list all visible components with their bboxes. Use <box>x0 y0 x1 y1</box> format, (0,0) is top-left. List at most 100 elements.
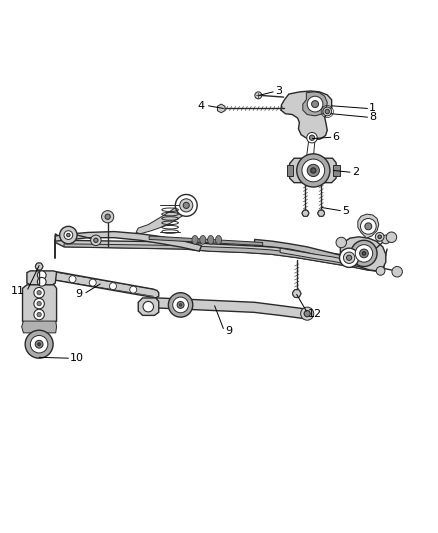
Circle shape <box>302 159 325 182</box>
Polygon shape <box>217 104 225 113</box>
Circle shape <box>37 290 41 295</box>
Circle shape <box>105 214 110 220</box>
Text: 11: 11 <box>11 286 25 296</box>
Polygon shape <box>254 239 377 268</box>
Polygon shape <box>303 92 327 116</box>
Circle shape <box>173 297 188 313</box>
Polygon shape <box>136 203 189 234</box>
Polygon shape <box>149 236 263 246</box>
Circle shape <box>355 245 373 262</box>
Circle shape <box>179 304 182 306</box>
Text: 3: 3 <box>275 86 282 96</box>
Circle shape <box>297 154 330 187</box>
Ellipse shape <box>215 236 222 244</box>
Circle shape <box>180 199 193 212</box>
Circle shape <box>311 168 316 173</box>
Circle shape <box>175 195 197 216</box>
Circle shape <box>67 233 70 237</box>
Polygon shape <box>35 263 43 270</box>
Circle shape <box>30 335 48 353</box>
Circle shape <box>37 277 46 286</box>
Circle shape <box>35 340 43 348</box>
Circle shape <box>346 255 352 261</box>
Bar <box>287 165 293 176</box>
Polygon shape <box>48 272 159 298</box>
Circle shape <box>309 135 314 140</box>
Polygon shape <box>152 298 311 319</box>
Circle shape <box>168 293 193 317</box>
Ellipse shape <box>192 236 198 244</box>
Circle shape <box>37 271 46 280</box>
Circle shape <box>94 238 98 243</box>
Polygon shape <box>292 290 301 297</box>
Circle shape <box>34 298 44 309</box>
Circle shape <box>143 302 153 312</box>
Circle shape <box>381 235 390 244</box>
Circle shape <box>375 232 384 241</box>
Ellipse shape <box>200 236 206 244</box>
Circle shape <box>37 312 41 317</box>
Circle shape <box>311 101 318 108</box>
Text: 10: 10 <box>70 353 84 363</box>
Circle shape <box>323 107 332 116</box>
Circle shape <box>34 309 44 320</box>
Polygon shape <box>138 298 159 316</box>
Circle shape <box>183 203 189 208</box>
Circle shape <box>255 92 262 99</box>
Text: 9: 9 <box>76 288 83 298</box>
Circle shape <box>38 343 40 345</box>
Polygon shape <box>340 237 386 271</box>
Text: 2: 2 <box>352 167 359 177</box>
Circle shape <box>177 302 184 309</box>
Polygon shape <box>22 285 57 326</box>
Circle shape <box>325 109 329 114</box>
Text: 8: 8 <box>369 112 376 122</box>
Polygon shape <box>21 321 57 333</box>
Circle shape <box>307 96 323 112</box>
Polygon shape <box>358 214 379 238</box>
Polygon shape <box>55 234 384 272</box>
Polygon shape <box>55 231 201 251</box>
Polygon shape <box>281 91 332 140</box>
Polygon shape <box>318 210 325 216</box>
Circle shape <box>307 164 319 176</box>
Circle shape <box>37 302 41 306</box>
Circle shape <box>89 279 96 286</box>
Circle shape <box>360 219 376 234</box>
Circle shape <box>34 287 44 298</box>
Circle shape <box>91 235 101 246</box>
Text: 9: 9 <box>225 326 232 336</box>
Circle shape <box>69 276 76 282</box>
Circle shape <box>336 237 346 248</box>
Circle shape <box>362 252 366 255</box>
Text: 12: 12 <box>308 309 322 319</box>
Text: 4: 4 <box>198 101 205 111</box>
Circle shape <box>376 266 385 275</box>
Polygon shape <box>280 248 350 265</box>
Circle shape <box>360 249 368 258</box>
Circle shape <box>351 240 377 266</box>
Text: 1: 1 <box>369 103 376 114</box>
Polygon shape <box>289 158 337 183</box>
Circle shape <box>307 133 317 143</box>
Circle shape <box>64 231 73 239</box>
Circle shape <box>60 227 77 244</box>
Polygon shape <box>302 210 309 216</box>
Text: 6: 6 <box>332 132 339 142</box>
Text: 5: 5 <box>342 206 349 216</box>
Circle shape <box>339 248 359 268</box>
Circle shape <box>392 266 403 277</box>
Ellipse shape <box>208 236 214 244</box>
Circle shape <box>365 223 372 230</box>
Circle shape <box>378 235 381 239</box>
Circle shape <box>102 211 114 223</box>
Circle shape <box>304 311 310 317</box>
Circle shape <box>25 330 53 358</box>
Circle shape <box>343 252 355 263</box>
Bar <box>333 165 339 176</box>
Circle shape <box>110 282 117 289</box>
Polygon shape <box>64 244 381 271</box>
Circle shape <box>300 307 314 320</box>
Circle shape <box>386 232 397 243</box>
Polygon shape <box>27 271 57 285</box>
